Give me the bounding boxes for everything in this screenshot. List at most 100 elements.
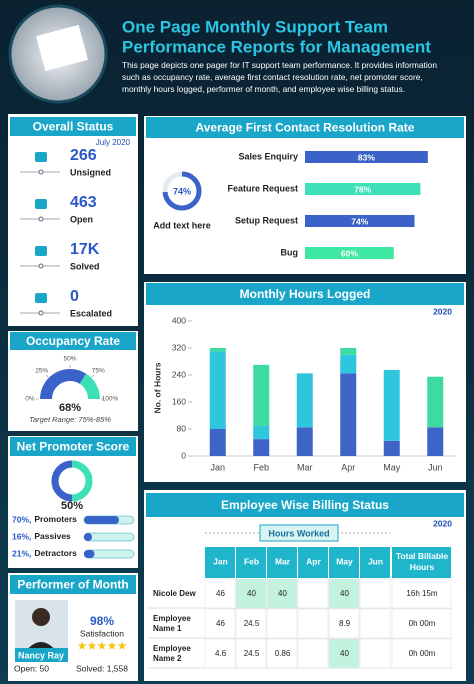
satisfaction-value: 98% xyxy=(90,614,114,628)
nps-title-bar xyxy=(10,437,136,456)
photo-paper xyxy=(36,24,88,72)
table-value: 24.5 xyxy=(244,649,260,658)
star xyxy=(117,641,127,650)
table-cell xyxy=(204,608,236,639)
fcr-category: Bug xyxy=(281,247,299,257)
hours-bar xyxy=(383,369,400,441)
column-header-cell xyxy=(205,547,235,578)
status-label: Open xyxy=(70,214,93,224)
status-value: 17K xyxy=(70,241,100,258)
slider-knob xyxy=(38,310,44,316)
hours-title: Monthly Hours Logged xyxy=(240,287,371,301)
y-tick-label: 400 xyxy=(172,315,186,325)
gauge-value-label: 68% xyxy=(59,402,81,414)
row-name: Employee xyxy=(153,644,191,653)
photo-head xyxy=(32,608,50,626)
satisfaction-text: Satisfaction xyxy=(80,628,124,638)
fcr-value-label: 83% xyxy=(358,152,375,162)
hours-bar xyxy=(383,440,400,456)
performer-title-bar xyxy=(10,575,136,594)
fcr-caption: Add text here xyxy=(153,220,211,230)
nps-name: Detractors xyxy=(34,548,77,558)
hours-bar xyxy=(427,427,444,456)
status-icon xyxy=(35,152,47,162)
header-line: Total Billable xyxy=(396,551,449,561)
nps-panel xyxy=(8,436,138,568)
fcr-bar xyxy=(305,183,421,195)
column-header: Apr xyxy=(306,556,321,566)
billing-title-bar xyxy=(146,493,464,517)
table-cell xyxy=(391,638,452,669)
table-value: 40 xyxy=(340,589,349,598)
header-line: Hours xyxy=(410,562,435,572)
hours-title-bar xyxy=(146,283,464,305)
status-icon xyxy=(35,199,47,209)
column-header: Total Billable Hours xyxy=(396,551,449,572)
column-header: Mar xyxy=(275,556,291,566)
fcr-category: Setup Request xyxy=(235,215,298,225)
table-cell xyxy=(235,578,267,609)
row-name: Nicole Dew xyxy=(153,589,196,598)
fcr-donut xyxy=(162,171,202,211)
y-tick-label: 240 xyxy=(172,369,186,379)
billing-title: Employee Wise Billing Status xyxy=(221,498,389,512)
star xyxy=(107,641,117,650)
table-cell xyxy=(235,638,267,669)
fcr-value-label: 78% xyxy=(354,184,371,194)
table-cell xyxy=(391,608,452,639)
row-name: Name 1 xyxy=(153,624,182,633)
nps-bar xyxy=(84,516,119,524)
star xyxy=(77,641,87,650)
performer-solved: Solved: 1,558 xyxy=(76,663,128,673)
hours-bar xyxy=(427,376,444,428)
table-cell xyxy=(235,608,267,639)
hours-bar xyxy=(340,348,357,355)
performer-open: Open: 50 xyxy=(14,663,49,673)
status-panel xyxy=(8,114,138,326)
fcr-donut-label: 74% xyxy=(173,186,191,196)
fcr-bar xyxy=(305,151,428,163)
performer-title: Performer of Month xyxy=(17,578,128,592)
table-value: 24.5 xyxy=(244,619,260,628)
title: Performance Reports for Management xyxy=(122,37,431,56)
table-value: 16h 15m xyxy=(406,589,437,598)
gauge-tick xyxy=(45,374,49,378)
status-date: July 2020 xyxy=(96,138,131,147)
status-title-bar xyxy=(10,117,136,136)
fcr-bar xyxy=(305,215,415,227)
gauge-tick xyxy=(91,374,95,378)
fcr-category: Feature Request xyxy=(227,183,298,193)
status-title: Overall Status xyxy=(33,120,114,134)
table-cell xyxy=(204,638,236,669)
fcr-category: Sales Enquiry xyxy=(238,151,298,161)
table-value: 40 xyxy=(340,649,349,658)
gauge-tick-label: 25% xyxy=(35,367,48,374)
column-header-cell xyxy=(329,547,359,578)
column-header-cell xyxy=(267,547,297,578)
description: such as occupancy rate, average first co… xyxy=(122,72,423,82)
column-header: Jan xyxy=(213,556,228,566)
table-value: 0.86 xyxy=(275,649,291,658)
gauge-tick-label: 0% xyxy=(25,396,35,403)
table-cell xyxy=(359,638,391,669)
fcr-value-label: 74% xyxy=(351,216,368,226)
status-value: 463 xyxy=(70,194,97,211)
group-header: Hours Worked xyxy=(268,528,329,538)
status-value: 0 xyxy=(70,288,79,305)
table-cell xyxy=(359,578,391,609)
fcr-bar xyxy=(305,247,394,259)
table-cell xyxy=(266,638,298,669)
nps-name: Passives xyxy=(34,531,71,541)
column-header-cell xyxy=(298,547,328,578)
slider-knob xyxy=(38,263,44,269)
y-tick-label: 80 xyxy=(177,423,187,433)
group-box xyxy=(259,524,339,542)
star xyxy=(97,641,107,650)
status-icon xyxy=(35,293,47,303)
x-tick-label: May xyxy=(383,462,401,472)
gauge-tick-label: 75% xyxy=(92,367,105,374)
y-tick-label: 0 xyxy=(181,450,186,460)
status-label: Solved xyxy=(70,261,100,271)
